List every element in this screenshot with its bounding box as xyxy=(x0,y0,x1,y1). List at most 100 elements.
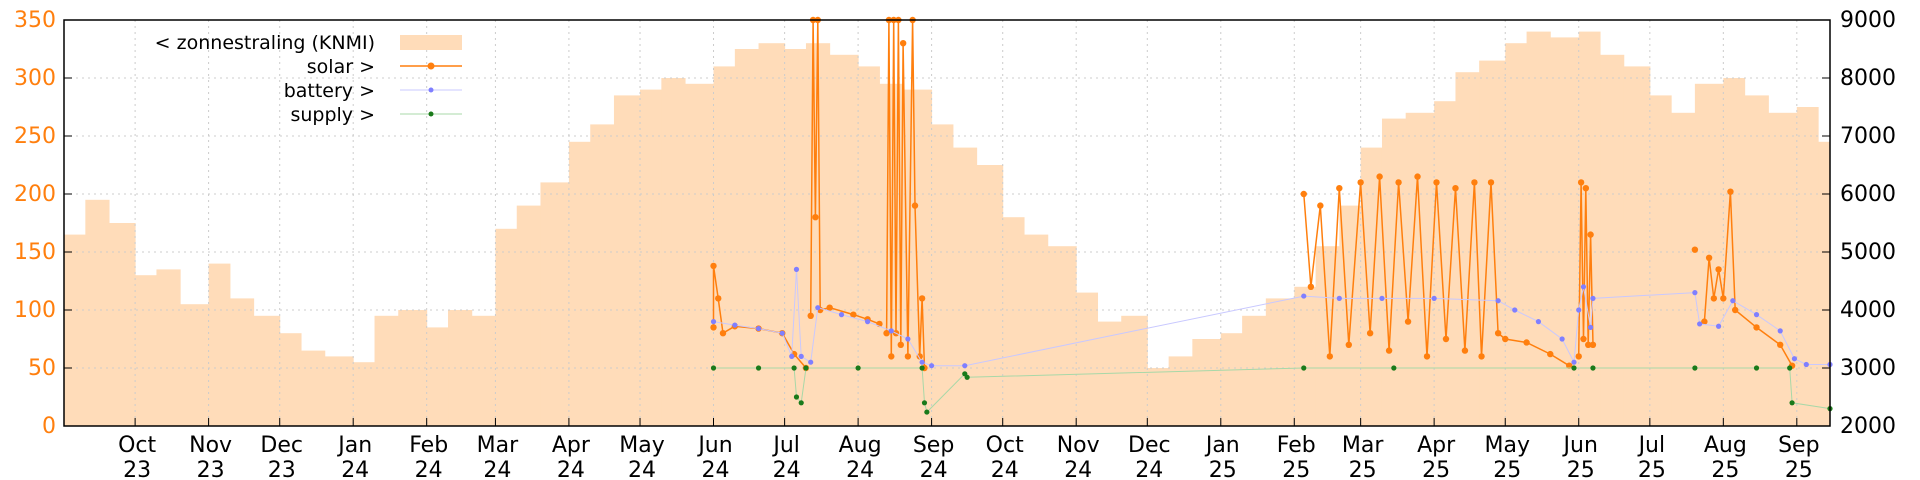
solar-point xyxy=(719,330,727,337)
battery-point xyxy=(793,266,800,272)
radiation-bar xyxy=(758,43,786,426)
radiation-bar xyxy=(1168,356,1193,426)
supply-point xyxy=(1391,365,1397,371)
solar-point xyxy=(850,311,857,318)
x-tick-label: Dec 23 xyxy=(260,433,303,480)
solar-point xyxy=(904,353,912,360)
radiation-bar xyxy=(1479,60,1506,426)
solar-point xyxy=(1376,173,1383,180)
radiation-bar xyxy=(1024,234,1049,426)
radiation-bar xyxy=(495,228,518,426)
radiation-bar xyxy=(324,356,354,426)
solar-point xyxy=(1317,202,1324,209)
solar-point xyxy=(1404,318,1412,325)
radiation-bar xyxy=(1744,95,1769,427)
radiation-bar xyxy=(1649,95,1672,427)
x-tick-label: Feb 24 xyxy=(409,433,448,480)
radiation-bar xyxy=(640,89,662,426)
x-tick-label: Feb 25 xyxy=(1277,433,1316,480)
radiation-bar xyxy=(613,95,641,427)
supply-point xyxy=(1301,365,1307,371)
solar-point xyxy=(1307,283,1315,290)
radiation-bar xyxy=(109,223,136,426)
y-tick-label: 150 xyxy=(14,240,56,265)
y-tick-label: 50 xyxy=(28,356,56,381)
radiation-bar xyxy=(1242,315,1267,426)
radiation-bar xyxy=(1076,292,1099,426)
radiation-bar xyxy=(1505,43,1528,426)
radiation-bar xyxy=(1047,246,1077,426)
battery-point xyxy=(1791,356,1798,362)
solar-point xyxy=(1710,295,1718,302)
solar-line xyxy=(1303,176,1570,367)
solar-point xyxy=(715,295,722,302)
y2-tick-label: 7000 xyxy=(1840,124,1896,149)
x-tick-label: Oct 23 xyxy=(118,433,156,480)
solar-point xyxy=(807,312,814,319)
radiation-bar xyxy=(85,199,110,426)
solar-point xyxy=(918,295,926,302)
radiation-bar xyxy=(976,165,1004,426)
battery-point xyxy=(905,336,911,342)
x-tick-label: Nov 23 xyxy=(189,433,232,480)
plot-frame xyxy=(63,19,1831,427)
radiation-bar xyxy=(1315,246,1340,426)
solar-point xyxy=(1705,254,1713,261)
radiation-bar xyxy=(1265,298,1295,426)
y2-tick-label: 6000 xyxy=(1840,182,1896,207)
supply-point xyxy=(798,400,804,406)
battery-point xyxy=(815,305,821,311)
radiation-bar xyxy=(685,83,715,427)
supply-point xyxy=(1571,365,1577,371)
radiation-bar xyxy=(229,298,255,426)
radiation-bar xyxy=(952,147,978,426)
solar-point xyxy=(1433,179,1440,186)
battery-point xyxy=(1590,295,1596,301)
battery-point xyxy=(1576,307,1582,313)
radiation-bar xyxy=(301,350,326,426)
solar-point xyxy=(1336,185,1343,192)
radiation-bar xyxy=(135,275,157,426)
x-tick-label: Apr 24 xyxy=(552,433,591,480)
radiation-bar xyxy=(208,263,231,426)
legend-marker-supply xyxy=(428,111,434,117)
solar-point xyxy=(1478,353,1485,360)
battery-point xyxy=(1803,361,1809,368)
battery-point xyxy=(1692,290,1698,296)
x-tick-label: Jul 24 xyxy=(771,433,800,480)
solar-point xyxy=(1414,173,1421,180)
battery-point xyxy=(1715,323,1722,329)
battery-point xyxy=(732,322,738,328)
y-tick-label: 0 xyxy=(42,414,56,439)
battery-point xyxy=(798,353,804,359)
radiation-bar xyxy=(156,269,181,426)
x-tick-label: Nov 24 xyxy=(1057,433,1100,480)
radiation-bar xyxy=(1434,101,1456,426)
y-tick-label: 300 xyxy=(14,66,56,91)
solar-point xyxy=(1577,179,1585,186)
battery-point xyxy=(1431,295,1437,301)
radiation-bar xyxy=(279,333,302,426)
battery-point xyxy=(1730,298,1736,304)
x-tick-label: Sep 25 xyxy=(1778,433,1819,480)
radiation-bar xyxy=(903,89,933,426)
radiation-bar xyxy=(353,362,376,426)
radiation-bar xyxy=(1526,31,1551,426)
radiation-bar xyxy=(1796,107,1819,426)
y2-tick-label: 5000 xyxy=(1840,240,1896,265)
battery-point xyxy=(962,363,968,369)
x-tick-label: Sep 24 xyxy=(913,433,954,480)
y-tick-label: 350 xyxy=(14,8,56,33)
solar-point xyxy=(1502,335,1509,343)
legend-label-supply: supply > xyxy=(290,104,375,126)
solar-point xyxy=(1385,347,1393,354)
solar-point xyxy=(710,262,717,270)
radiation-bar xyxy=(1121,315,1148,426)
x-tick-label: Aug 25 xyxy=(1704,433,1747,480)
solar-point xyxy=(1300,190,1307,198)
supply-point xyxy=(924,409,930,415)
radiation-bar xyxy=(1405,112,1435,427)
supply-point xyxy=(755,365,762,371)
battery-point xyxy=(888,328,894,334)
radiation-bar xyxy=(540,182,570,426)
